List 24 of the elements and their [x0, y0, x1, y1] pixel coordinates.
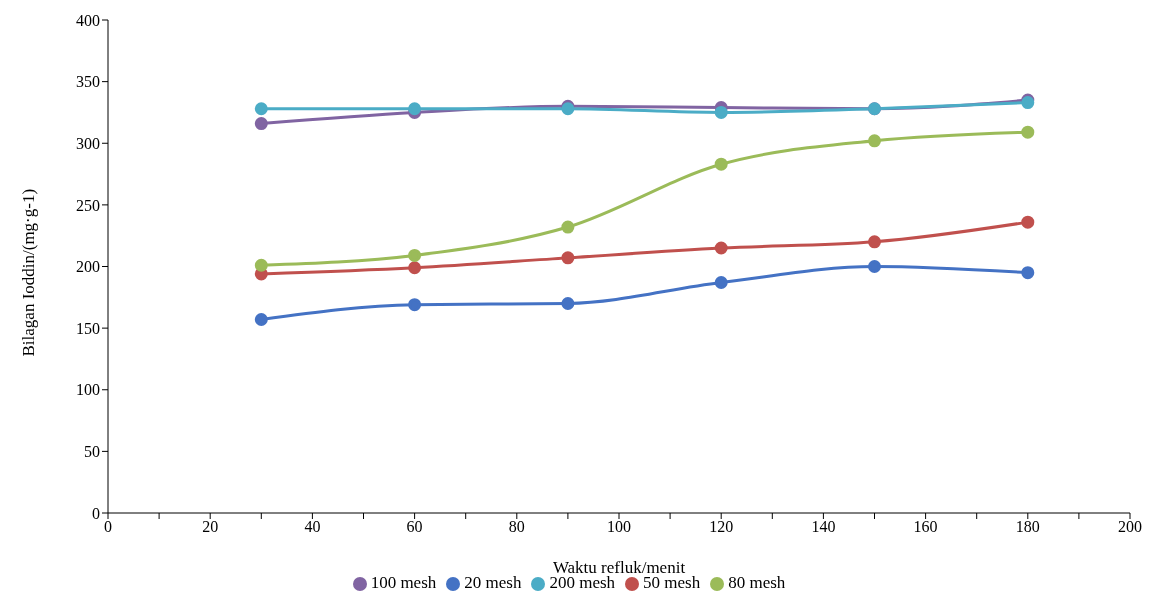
- y-tick-label: 350: [76, 73, 100, 91]
- legend-label: 80 mesh: [728, 573, 786, 592]
- y-tick-label: 0: [92, 504, 100, 522]
- x-tick-label: 160: [913, 518, 938, 536]
- x-tick-label: 20: [202, 518, 219, 536]
- x-tick-label: 0: [104, 518, 112, 536]
- legend-label: 20 mesh: [464, 573, 522, 592]
- y-tick-label: 250: [76, 196, 100, 214]
- x-tick-label: 120: [709, 518, 734, 536]
- y-tick-label: 150: [76, 319, 100, 337]
- x-tick-label: 140: [811, 518, 836, 536]
- y-tick-label: 300: [76, 134, 100, 152]
- y-axis-title: Bilagan Ioddin/(mg·g-1): [19, 188, 39, 357]
- y-tick-label: 400: [76, 11, 100, 29]
- x-tick-label: 100: [607, 518, 631, 536]
- x-tick-label: 180: [1015, 518, 1040, 536]
- y-tick-label: 50: [84, 443, 100, 461]
- x-tick-label: 200: [1118, 518, 1142, 536]
- y-tick-label: 200: [76, 258, 100, 276]
- legend-label: 100 mesh: [370, 573, 437, 592]
- x-tick-label: 80: [508, 518, 525, 536]
- x-tick-label: 40: [304, 518, 321, 536]
- x-tick-label: 60: [406, 518, 423, 536]
- y-tick-label: 100: [76, 381, 100, 399]
